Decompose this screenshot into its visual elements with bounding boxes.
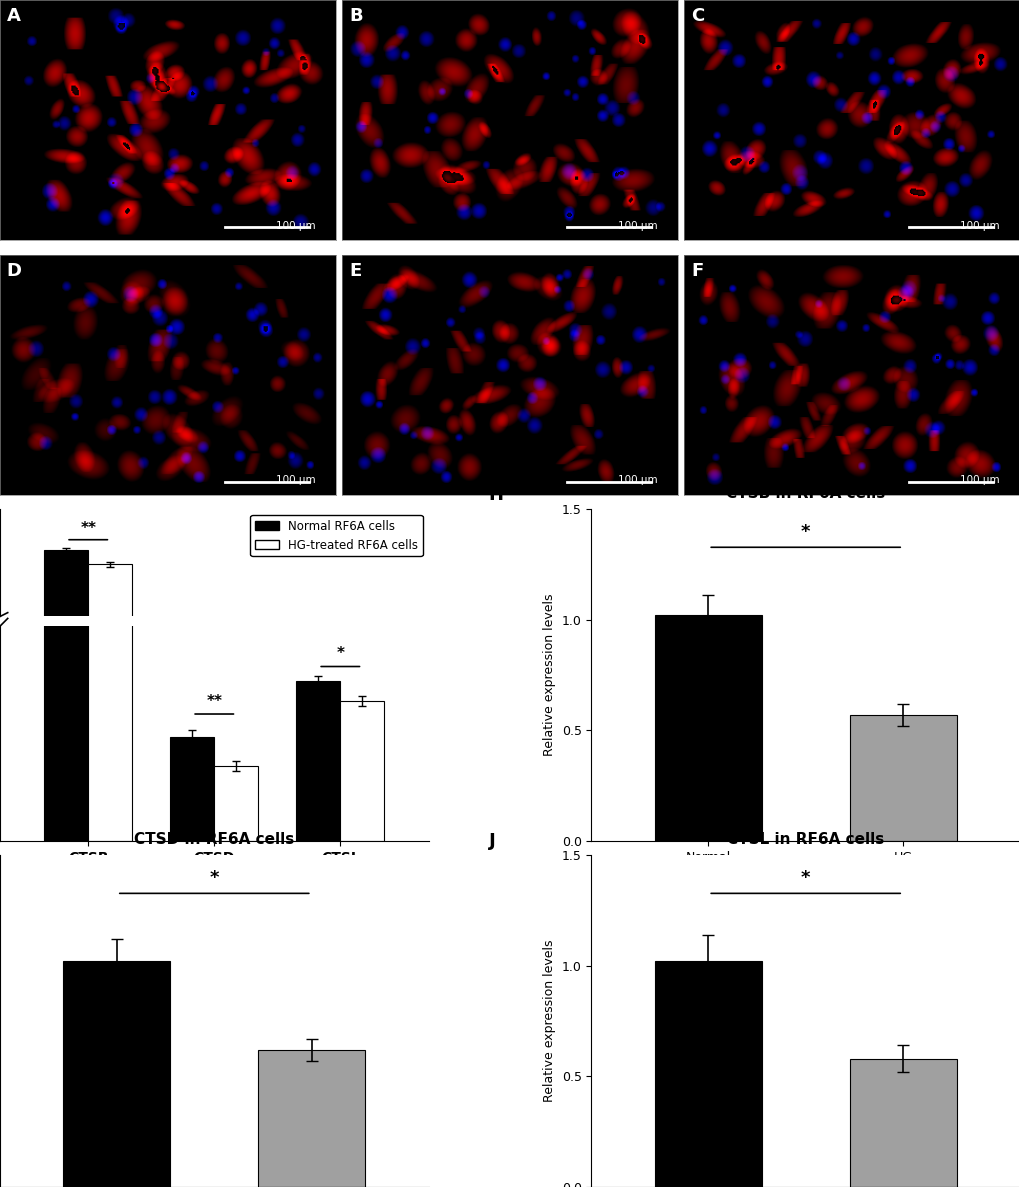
Bar — [89, 565, 132, 747]
Bar — [170, 737, 214, 840]
Legend: Normal RF6A cells, HG-treated RF6A cells: Normal RF6A cells, HG-treated RF6A cells — [250, 515, 422, 557]
Bar — [296, 731, 340, 747]
Text: F: F — [691, 262, 703, 280]
Text: 100 μm: 100 μm — [275, 221, 315, 230]
Text: **: ** — [81, 521, 96, 535]
Text: 100 μm: 100 μm — [618, 221, 657, 230]
Text: 100 μm: 100 μm — [959, 475, 999, 485]
Title: CTSL in RF6A cells: CTSL in RF6A cells — [727, 832, 883, 848]
Y-axis label: Relative expression levels: Relative expression levels — [543, 940, 555, 1103]
Bar — [849, 1059, 956, 1187]
Text: 100 μm: 100 μm — [275, 475, 315, 485]
Text: *: * — [800, 869, 810, 887]
Title: CTSD in RF6A cells: CTSD in RF6A cells — [135, 832, 294, 848]
Bar — [340, 732, 384, 747]
Text: B: B — [348, 7, 362, 25]
Text: *: * — [336, 646, 344, 661]
Bar — [214, 740, 258, 747]
Text: A: A — [7, 7, 20, 25]
Title: CTSB in RF6A cells: CTSB in RF6A cells — [726, 485, 884, 501]
Text: C: C — [691, 7, 704, 25]
Text: D: D — [7, 262, 21, 280]
Text: E: E — [348, 262, 361, 280]
Text: *: * — [800, 522, 810, 540]
Bar — [296, 681, 340, 840]
Bar — [258, 1049, 365, 1187]
Bar — [170, 736, 214, 747]
Bar — [89, 0, 132, 840]
Bar — [44, 0, 89, 840]
Bar — [214, 766, 258, 840]
Bar — [654, 961, 761, 1187]
Bar — [63, 961, 170, 1187]
Text: J: J — [488, 832, 495, 850]
Bar — [654, 615, 761, 840]
Bar — [340, 702, 384, 840]
Bar — [849, 715, 956, 840]
Text: H: H — [488, 485, 503, 504]
Text: 100 μm: 100 μm — [618, 475, 657, 485]
Text: **: ** — [206, 694, 222, 709]
Text: *: * — [209, 869, 219, 887]
Y-axis label: Relative expression levels: Relative expression levels — [543, 594, 555, 756]
Text: 100 μm: 100 μm — [959, 221, 999, 230]
Bar — [44, 550, 89, 747]
